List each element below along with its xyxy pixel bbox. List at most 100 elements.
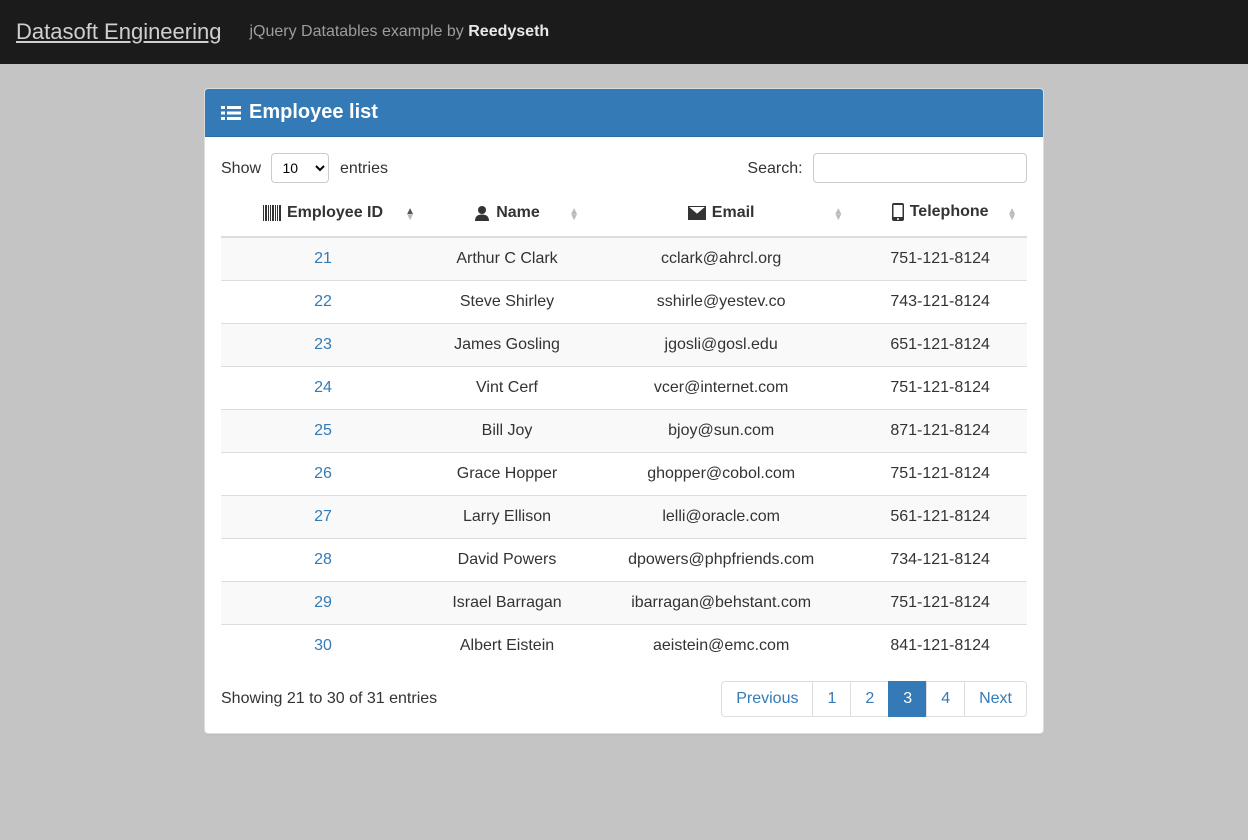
cell-id: 24 (221, 367, 425, 410)
employee-id-link[interactable]: 26 (314, 465, 332, 482)
employee-id-link[interactable]: 21 (314, 250, 332, 267)
cell-name: Arthur C Clark (425, 237, 589, 281)
cell-email: lelli@oracle.com (589, 496, 853, 539)
table-row: 29 Israel Barraganibarragan@behstant.com7… (221, 582, 1027, 625)
navbar: Datasoft Engineering jQuery Datatables e… (0, 0, 1248, 64)
cell-telephone: 651-121-8124 (853, 324, 1027, 367)
cell-telephone: 751-121-8124 (853, 237, 1027, 281)
cell-name: Grace Hopper (425, 453, 589, 496)
table-row: 23 James Goslingjgosli@gosl.edu651-121-81… (221, 324, 1027, 367)
employee-id-link[interactable]: 29 (314, 594, 332, 611)
cell-id: 27 (221, 496, 425, 539)
cell-name: James Gosling (425, 324, 589, 367)
table-row: 26 Grace Hopperghopper@cobol.com751-121-8… (221, 453, 1027, 496)
column-header-name[interactable]: Name ▲▼ (425, 193, 589, 237)
table-row: 22 Steve Shirleysshirle@yestev.co743-121-… (221, 281, 1027, 324)
cell-id: 26 (221, 453, 425, 496)
employee-panel: Employee list Show 102550100 entries Sea… (204, 88, 1044, 734)
table-row: 25 Bill Joybjoy@sun.com871-121-8124 (221, 410, 1027, 453)
cell-telephone: 751-121-8124 (853, 453, 1027, 496)
pagination: Previous1234Next (722, 681, 1027, 717)
cell-telephone: 841-121-8124 (853, 625, 1027, 668)
cell-telephone: 734-121-8124 (853, 539, 1027, 582)
sort-icon: ▲▼ (833, 209, 843, 221)
employee-id-link[interactable]: 30 (314, 637, 332, 654)
employee-id-link[interactable]: 25 (314, 422, 332, 439)
pagination-previous[interactable]: Previous (721, 681, 813, 717)
column-header-telephone[interactable]: Telephone ▲▼ (853, 193, 1027, 237)
cell-telephone: 743-121-8124 (853, 281, 1027, 324)
table-row: 24 Vint Cerfvcer@internet.com751-121-8124 (221, 367, 1027, 410)
cell-id: 29 (221, 582, 425, 625)
cell-email: cclark@ahrcl.org (589, 237, 853, 281)
table-row: 27 Larry Ellisonlelli@oracle.com561-121-8… (221, 496, 1027, 539)
entries-label: entries (340, 160, 388, 177)
cell-id: 28 (221, 539, 425, 582)
cell-email: ghopper@cobol.com (589, 453, 853, 496)
sort-icon: ▲▼ (569, 209, 579, 221)
envelope-icon (688, 206, 706, 220)
search-input[interactable] (813, 153, 1027, 183)
cell-email: jgosli@gosl.edu (589, 324, 853, 367)
employee-id-link[interactable]: 23 (314, 336, 332, 353)
navbar-subtitle: jQuery Datatables example by Reedyseth (249, 23, 549, 41)
cell-id: 25 (221, 410, 425, 453)
subtitle-author: Reedyseth (468, 23, 549, 40)
user-icon (474, 205, 490, 221)
sort-icon: ▲▼ (1007, 209, 1017, 221)
cell-name: Bill Joy (425, 410, 589, 453)
cell-email: sshirle@yestev.co (589, 281, 853, 324)
pagination-next[interactable]: Next (964, 681, 1027, 717)
column-label: Email (712, 204, 755, 222)
panel-heading: Employee list (205, 89, 1043, 137)
employee-id-link[interactable]: 22 (314, 293, 332, 310)
table-row: 30 Albert Eisteinaeistein@emc.com841-121-… (221, 625, 1027, 668)
pagination-page-3[interactable]: 3 (888, 681, 927, 717)
pagination-page-2[interactable]: 2 (850, 681, 889, 717)
length-select[interactable]: 102550100 (271, 153, 329, 183)
table-row: 28 David Powersdpowers@phpfriends.com734-… (221, 539, 1027, 582)
cell-id: 30 (221, 625, 425, 668)
column-label: Name (496, 204, 540, 222)
column-header-id[interactable]: Employee ID ▲▼ (221, 193, 425, 237)
cell-name: Albert Eistein (425, 625, 589, 668)
pagination-page-4[interactable]: 4 (926, 681, 965, 717)
barcode-icon (263, 205, 281, 221)
column-header-email[interactable]: Email ▲▼ (589, 193, 853, 237)
cell-telephone: 751-121-8124 (853, 367, 1027, 410)
cell-name: Vint Cerf (425, 367, 589, 410)
subtitle-prefix: jQuery Datatables example by (249, 23, 468, 40)
search-control: Search: (747, 153, 1027, 183)
cell-name: David Powers (425, 539, 589, 582)
employee-id-link[interactable]: 28 (314, 551, 332, 568)
phone-icon (892, 203, 904, 221)
cell-telephone: 871-121-8124 (853, 410, 1027, 453)
cell-name: Larry Ellison (425, 496, 589, 539)
brand-link[interactable]: Datasoft Engineering (16, 19, 221, 45)
cell-email: ibarragan@behstant.com (589, 582, 853, 625)
cell-id: 23 (221, 324, 425, 367)
cell-email: dpowers@phpfriends.com (589, 539, 853, 582)
search-label: Search: (747, 160, 802, 177)
sort-icon: ▲▼ (405, 209, 415, 221)
cell-email: aeistein@emc.com (589, 625, 853, 668)
length-control: Show 102550100 entries (221, 153, 388, 183)
list-icon (221, 105, 241, 121)
cell-name: Israel Barragan (425, 582, 589, 625)
panel-title: Employee list (249, 101, 378, 124)
cell-email: bjoy@sun.com (589, 410, 853, 453)
employee-id-link[interactable]: 27 (314, 508, 332, 525)
cell-id: 21 (221, 237, 425, 281)
employee-table: Employee ID ▲▼ Name ▲▼ Email ▲▼ Telephone ▲▼ 21… (221, 193, 1027, 667)
cell-id: 22 (221, 281, 425, 324)
employee-id-link[interactable]: 24 (314, 379, 332, 396)
column-label: Telephone (910, 203, 989, 221)
table-info: Showing 21 to 30 of 31 entries (221, 690, 437, 708)
cell-telephone: 561-121-8124 (853, 496, 1027, 539)
cell-name: Steve Shirley (425, 281, 589, 324)
column-label: Employee ID (287, 204, 383, 222)
cell-email: vcer@internet.com (589, 367, 853, 410)
show-label: Show (221, 160, 261, 177)
cell-telephone: 751-121-8124 (853, 582, 1027, 625)
pagination-page-1[interactable]: 1 (812, 681, 851, 717)
